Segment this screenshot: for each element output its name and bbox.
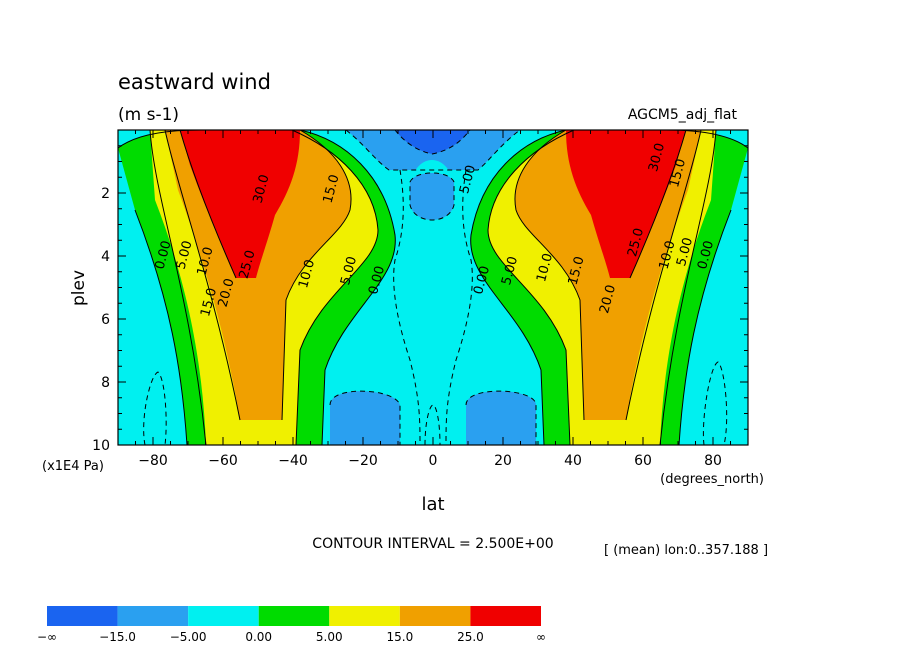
colorbar-label: −∞ bbox=[37, 630, 57, 644]
y-tick-label: 6 bbox=[101, 312, 110, 328]
x-tick-label: −40 bbox=[278, 453, 308, 469]
contour-label: 20.0 bbox=[597, 283, 619, 315]
contour-label: 25.0 bbox=[237, 249, 259, 281]
contour-labels: 30.0 15.025.00.00 5.00 10.020.015.010.0 5.00… bbox=[153, 142, 717, 319]
contour-line bbox=[299, 129, 396, 446]
axes: −80 −60 −40 −20 0 20 40 60 80 2 4 6 8 10 bbox=[92, 130, 749, 469]
colorbar-label: −5.00 bbox=[170, 630, 207, 644]
y-tick-label: 8 bbox=[101, 375, 110, 391]
fill-red-nh bbox=[566, 130, 686, 278]
contour-field bbox=[117, 129, 749, 446]
colorbar-swatch bbox=[188, 606, 259, 626]
contour-label: 10.0 bbox=[296, 258, 318, 290]
contour-line bbox=[514, 129, 585, 421]
y-tick-label: 4 bbox=[101, 249, 110, 265]
contour-line bbox=[487, 129, 575, 446]
contour-line-dashed bbox=[465, 390, 537, 445]
colorbar-swatch bbox=[399, 606, 471, 626]
y-axis-label: plev bbox=[69, 270, 89, 306]
contour-label: 15.0 bbox=[321, 173, 343, 205]
colorbar-label: 0.00 bbox=[245, 630, 272, 644]
fill-blue-lower-nh bbox=[466, 391, 536, 445]
colorbar-swatch bbox=[329, 606, 400, 626]
colorbar-swatch bbox=[470, 606, 541, 626]
x-tick-label: 20 bbox=[494, 453, 512, 469]
x-tick-label: −60 bbox=[208, 453, 238, 469]
contour-line-dashed bbox=[393, 169, 421, 446]
fill-red-sh bbox=[180, 130, 300, 278]
x-axis-label: lat bbox=[421, 494, 444, 515]
contour-line-dashed bbox=[702, 361, 728, 446]
x-tick-label: −80 bbox=[138, 453, 168, 469]
contour-line bbox=[134, 209, 188, 446]
contour-interval-text: CONTOUR INTERVAL = 2.500E+00 bbox=[312, 536, 553, 552]
contour-line bbox=[164, 129, 241, 421]
colorbar-swatch bbox=[258, 606, 330, 626]
y-tick-label: 10 bbox=[92, 438, 110, 454]
contour-label: 5.00 bbox=[174, 239, 196, 271]
colorbar-label: 5.00 bbox=[316, 630, 343, 644]
contour-label: 0.00 bbox=[153, 239, 175, 271]
colorbar-label: ∞ bbox=[536, 630, 546, 644]
y-axis-unit: (x1E4 Pa) bbox=[42, 459, 104, 474]
contour-label: 0.00 bbox=[471, 264, 493, 296]
contour-line-dashed bbox=[143, 371, 167, 446]
contour-line bbox=[678, 209, 732, 446]
contour-line bbox=[281, 129, 352, 421]
colorbar-label: 15.0 bbox=[386, 630, 413, 644]
contour-line bbox=[179, 129, 237, 279]
fill-blue-lower-sh bbox=[330, 391, 400, 445]
contour-line bbox=[291, 129, 379, 446]
contour-line bbox=[659, 129, 717, 446]
contour-line bbox=[149, 129, 207, 446]
contour-line-dashed bbox=[445, 169, 473, 446]
contour-line bbox=[629, 129, 687, 279]
colorbar-label: −15.0 bbox=[99, 630, 136, 644]
contour-line-dashed bbox=[409, 172, 455, 221]
contour-label: 0.00 bbox=[695, 239, 717, 271]
contour-label: 15.0 bbox=[667, 157, 689, 189]
contour-label: 30.0 bbox=[251, 173, 273, 205]
model-label: AGCM5_adj_flat bbox=[628, 107, 738, 123]
contour-label: 5.00 bbox=[499, 255, 521, 287]
contour-label: 5.00 bbox=[674, 236, 696, 268]
contour-label: 30.0 bbox=[646, 142, 668, 174]
colorbar-swatch bbox=[117, 606, 189, 626]
x-tick-label: 40 bbox=[564, 453, 582, 469]
contour-label: 10.0 bbox=[657, 239, 679, 271]
contour-line bbox=[470, 129, 567, 446]
colorbar-swatch bbox=[47, 606, 118, 626]
colorbar-label: 25.0 bbox=[457, 630, 484, 644]
contour-label: 10.0 bbox=[195, 245, 217, 277]
contour-label: 0.00 bbox=[366, 264, 388, 296]
mean-text: [ (mean) lon:0..357.188 ] bbox=[604, 543, 768, 558]
x-tick-label: 0 bbox=[429, 453, 438, 469]
x-tick-label: 80 bbox=[704, 453, 722, 469]
x-tick-label: −20 bbox=[348, 453, 378, 469]
x-tick-label: 60 bbox=[634, 453, 652, 469]
contour-line-dashed bbox=[345, 129, 521, 171]
contour-label: 20.0 bbox=[216, 277, 238, 309]
chart-title: eastward wind bbox=[118, 70, 271, 94]
contour-label: 5.00 bbox=[338, 255, 360, 287]
x-axis-unit: (degrees_north) bbox=[660, 472, 764, 487]
contour-label: 10.0 bbox=[534, 252, 556, 284]
contour-label: 15.0 bbox=[198, 286, 220, 318]
chart-units: (m s-1) bbox=[118, 105, 179, 125]
fill-blue-upper-ellipse bbox=[410, 173, 454, 220]
contour-line-dashed bbox=[394, 129, 471, 155]
contour-line bbox=[625, 129, 702, 421]
contour-label: 5.00 bbox=[457, 164, 479, 196]
y-tick-label: 2 bbox=[101, 186, 110, 202]
contour-label: 25.0 bbox=[625, 227, 647, 259]
contour-line-dashed bbox=[424, 404, 441, 446]
fill-darkblue-top bbox=[395, 130, 470, 154]
colorbar: −∞ −15.0 −5.00 0.00 5.00 15.0 25.0 ∞ bbox=[37, 606, 546, 644]
contour-label: 15.0 bbox=[566, 255, 588, 287]
